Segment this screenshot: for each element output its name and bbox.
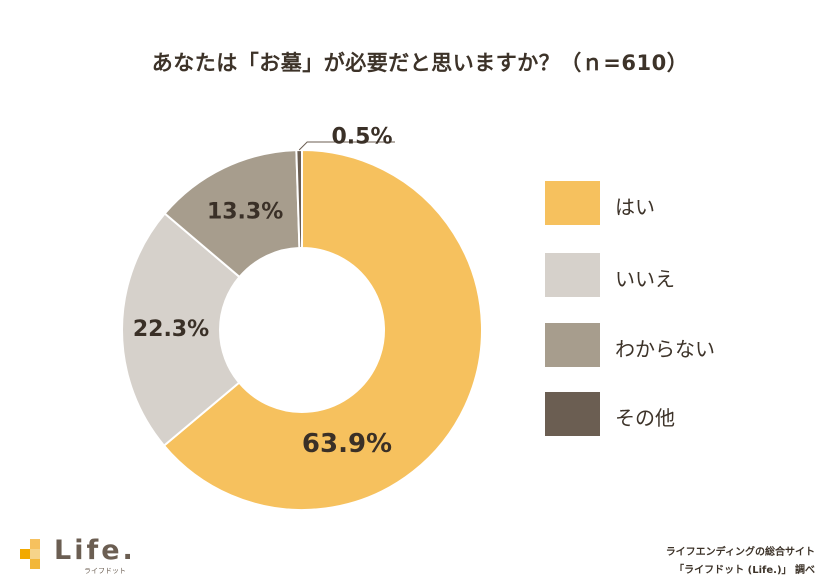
legend-swatch-yes (545, 181, 600, 225)
legend-swatch-no (545, 253, 600, 297)
value-label-unknown: 13.3% (207, 199, 283, 224)
slice-yes (162, 148, 483, 511)
slice-no (121, 212, 241, 448)
life-logo: Life. ライフドット (18, 535, 158, 577)
chart-title: あなたは「お墓」が必要だと思いますか？（ｎ=610） (151, 51, 689, 75)
logo-text: Life. (54, 535, 136, 566)
logo-mark-icon (20, 539, 40, 569)
legend-swatch-unknown (545, 323, 600, 367)
credit-line-2: 「ライフドット (Life.)」 調べ (674, 565, 815, 576)
legend-item-yes: はい (545, 181, 765, 225)
value-label-other: 0.5% (331, 125, 392, 150)
logo-subtitle: ライフドット (84, 567, 126, 575)
value-label-no: 22.3% (133, 317, 209, 342)
legend-label-no: いいえ (615, 267, 675, 291)
legend-item-no: いいえ (545, 253, 765, 297)
value-label-yes: 63.9% (302, 429, 392, 459)
legend-label-other: その他 (615, 406, 675, 430)
slice-other (295, 148, 303, 250)
legend-item-other: その他 (545, 392, 765, 436)
legend-label-unknown: わからない (615, 337, 715, 361)
legend-swatch-other (545, 392, 600, 436)
credit-line-1: ライフエンディングの総合サイト (665, 547, 815, 558)
callout-line-other (298, 141, 395, 151)
legend-label-yes: はい (615, 195, 655, 219)
legend-item-unknown: わからない (545, 323, 765, 367)
